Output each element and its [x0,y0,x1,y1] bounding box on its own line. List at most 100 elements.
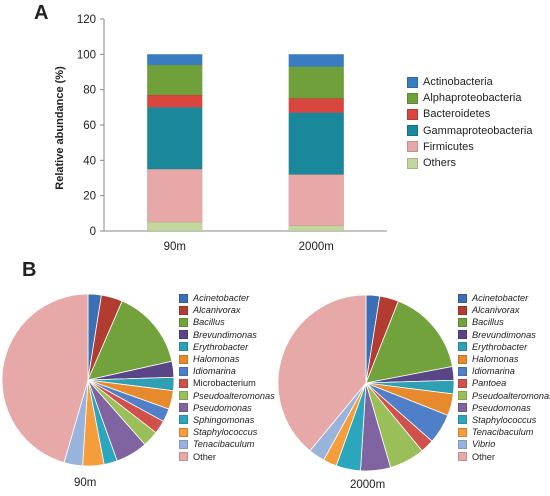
legend-label: Acinetobacter [193,293,250,304]
legend-swatch [458,293,467,303]
legend-label: Halomonas [472,354,519,365]
legend-swatch [179,354,188,364]
bar-segment-others [147,221,203,232]
legend-label: Idiomarina [193,366,236,377]
legend-item: Bacteroidetes [407,106,532,122]
legend-swatch [458,452,467,462]
legend-label: Pseudomonas [193,402,252,413]
legend-item: Actinobacteria [407,74,532,90]
legend-swatch [407,108,418,120]
legend-item: Sphingomonas [179,414,275,426]
legend-swatch [458,403,467,413]
legend-label: Alphaproteobacteria [423,92,522,105]
legend-swatch [179,293,188,303]
y-tick-label: 0 [90,226,96,238]
legend-swatch [458,317,467,327]
legend-swatch [458,391,467,401]
legend-swatch [458,439,467,449]
pie-legend-2000m: Acinetobacter Alcanivorax Bacillus Brevundi… [458,292,550,463]
legend-label: Alcanivorax [472,305,520,316]
legend-item: Other [179,450,275,462]
legend-item: Pseudomonas [179,402,275,414]
legend-label: Erythrobacter [193,341,249,352]
panel-label-b: B [22,259,37,281]
bar-segment-gammaproteobacteria [288,112,344,175]
legend-swatch [179,439,188,449]
bar-segment-alphaproteobacteria [147,64,203,96]
pie-slice-bacillus [87,300,173,381]
legend-label: Other [472,451,495,462]
legend-swatch [179,391,188,401]
legend-swatch [458,342,467,352]
legend-item: Pseudoalteromonas [179,390,275,402]
y-tick-label: 80 [83,85,96,97]
legend-label: Pseudoalteromonas [472,390,550,401]
legend-label: Brevundimonas [472,329,536,340]
legend-swatch [458,415,467,425]
pie-chart-2000m [277,294,455,472]
legend-item: Microbacterium [179,377,275,389]
legend-item: Brevundimonas [179,329,275,341]
legend-item: Idiomarina [179,365,275,377]
legend-item: Acinetobacter [458,292,550,304]
legend-swatch [407,125,418,137]
legend-label: Firmicutes [423,140,474,153]
bar-segment-alphaproteobacteria [288,66,344,99]
legend-swatch [458,305,467,315]
legend-swatch [179,330,188,340]
legend-label: Sphingomonas [193,414,255,425]
bar-segment-bacteroidetes [147,94,203,108]
legend-item: Idiomarina [458,365,550,377]
legend-label: Staphylococcus [193,427,258,438]
legend-swatch [179,427,188,437]
legend-item: Erythrobacter [179,341,275,353]
pie-legend-90m: Acinetobacter Alcanivorax Bacillus Brevundi… [179,292,275,463]
legend-label: Others [423,157,457,170]
x-tick-label: 2000m [299,241,334,253]
legend-swatch [458,427,467,437]
legend-item: Tenacibaculum [458,426,550,438]
legend-swatch [407,92,418,104]
bar-segment-actinobacteria [288,54,344,67]
legend-swatch [458,354,467,364]
legend-swatch [179,415,188,425]
legend-swatch [407,157,418,169]
legend-label: Brevundimonas [193,329,257,340]
bar-segment-others [288,225,344,232]
legend-item: Alphaproteobacteria [407,90,532,106]
stacked-bar-chart: 0 20 40 60 80 100 120 Relative abundance (%) 90m… [54,14,387,253]
legend-item: Acinetobacter [179,292,275,304]
pie-slice-other [1,293,89,464]
legend-label: Pantoea [472,378,507,389]
legend-label: Tenacibaculum [193,439,255,450]
y-tick-label: 120 [77,14,96,26]
legend-swatch [179,378,188,388]
panel-label-a: A [34,2,49,24]
legend-label: Vibrio [472,439,496,450]
legend-item: Gammaproteobacteria [407,123,532,139]
bar-segment-firmicutes [288,174,344,226]
legend-label: Actinobacteria [423,76,493,89]
legend-item: Bacillus [458,316,550,328]
y-tick-label: 100 [77,49,96,61]
bar-chart-legend: Actinobacteria Alphaproteobacteria Bactero… [407,74,532,171]
legend-item: Vibrio [458,438,550,450]
legend-item: Halomonas [458,353,550,365]
legend-label: Erythrobacter [472,341,528,352]
bar-segment-bacteroidetes [288,98,344,113]
legend-label: Alcanivorax [193,305,241,316]
bar-segment-actinobacteria [147,54,203,66]
pie-slice-other [277,294,367,452]
y-tick-label: 60 [83,120,96,132]
legend-item: Alcanivorax [458,304,550,316]
legend-swatch [179,342,188,352]
legend-swatch [179,305,188,315]
pie-slice-bacillus [365,300,453,384]
legend-label: Microbacterium [193,378,256,389]
y-tick-label: 20 [83,191,96,203]
bar-segment-firmicutes [147,168,203,223]
legend-swatch [458,378,467,388]
legend-label: Acinetobacter [472,293,529,304]
legend-swatch [179,452,188,462]
legend-label: Staphylococcus [472,414,537,425]
